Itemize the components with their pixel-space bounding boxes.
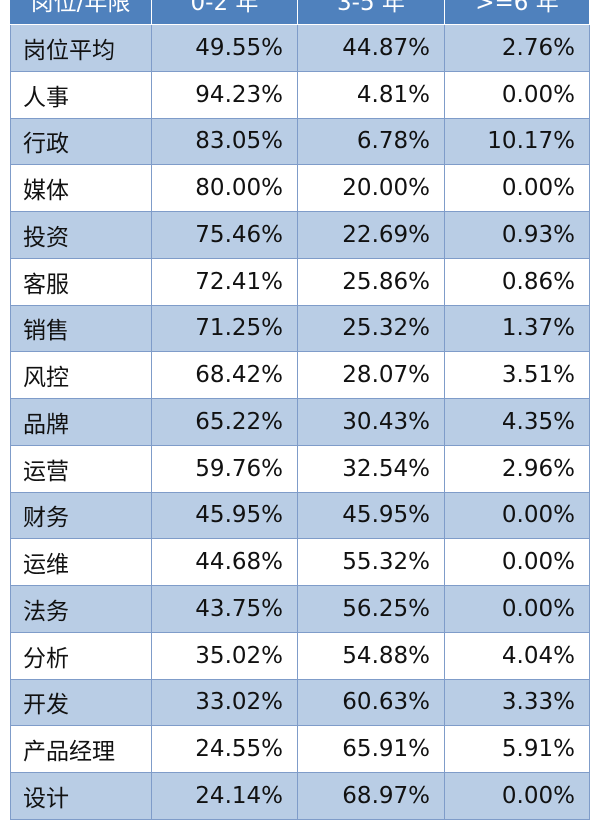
value-cell: 49.55% [152,25,298,72]
value-cell: 56.25% [298,586,445,633]
value-cell: 0.00% [445,539,590,586]
role-cell: 岗位平均 [10,25,152,72]
value-cell: 24.55% [152,726,298,773]
value-cell: 68.97% [298,773,445,820]
value-cell: 45.95% [152,492,298,540]
value-cell: 4.35% [445,399,590,446]
value-cell: 60.63% [298,679,445,727]
value-cell: 54.88% [298,632,445,680]
value-cell: 20.00% [298,165,445,212]
role-cell: 开发 [10,679,152,727]
page: 岗位/年限 0-2 年 3-5 年 >=6 年岗位平均 49.55% 44.87% 2.76… [10,0,590,820]
role-cell: 产品经理 [10,726,152,773]
value-cell: 44.87% [298,25,445,72]
value-cell: 65.22% [152,399,298,446]
value-cell: 33.02% [152,679,298,727]
value-cell: 5.91% [445,726,590,773]
value-cell: 1.37% [445,305,590,353]
role-cell: 投资 [10,212,152,259]
value-cell: 59.76% [152,445,298,493]
value-cell: 10.17% [445,118,590,166]
value-cell: 80.00% [152,165,298,212]
header-cell: 3-5 年 [298,0,445,25]
header-cell: 0-2 年 [152,0,298,25]
role-cell: 设计 [10,773,152,820]
header-cell: >=6 年 [445,0,590,25]
value-cell: 0.86% [445,258,590,306]
value-cell: 68.42% [152,352,298,399]
value-cell: 94.23% [152,71,298,119]
value-cell: 45.95% [298,492,445,540]
value-cell: 30.43% [298,399,445,446]
role-cell: 分析 [10,632,152,680]
value-cell: 24.14% [152,773,298,820]
value-cell: 0.93% [445,212,590,259]
value-cell: 0.00% [445,773,590,820]
value-cell: 71.25% [152,305,298,353]
value-cell: 6.78% [298,118,445,166]
value-cell: 55.32% [298,539,445,586]
role-cell: 财务 [10,492,152,540]
value-cell: 44.68% [152,539,298,586]
value-cell: 0.00% [445,165,590,212]
role-cell: 运维 [10,539,152,586]
value-cell: 83.05% [152,118,298,166]
value-cell: 4.04% [445,632,590,680]
value-cell: 3.33% [445,679,590,727]
value-cell: 32.54% [298,445,445,493]
value-cell: 43.75% [152,586,298,633]
value-cell: 4.81% [298,71,445,119]
value-cell: 3.51% [445,352,590,399]
role-cell: 人事 [10,71,152,119]
value-cell: 25.32% [298,305,445,353]
role-cell: 法务 [10,586,152,633]
role-cell: 品牌 [10,399,152,446]
role-cell: 媒体 [10,165,152,212]
value-cell: 35.02% [152,632,298,680]
value-cell: 75.46% [152,212,298,259]
role-cell: 风控 [10,352,152,399]
value-cell: 2.96% [445,445,590,493]
role-cell: 行政 [10,118,152,166]
value-cell: 0.00% [445,492,590,540]
role-cell: 客服 [10,258,152,306]
value-cell: 0.00% [445,71,590,119]
value-cell: 0.00% [445,586,590,633]
value-cell: 72.41% [152,258,298,306]
role-cell: 运营 [10,445,152,493]
value-cell: 28.07% [298,352,445,399]
value-cell: 65.91% [298,726,445,773]
value-cell: 25.86% [298,258,445,306]
header-cell: 岗位/年限 [10,0,152,25]
value-cell: 22.69% [298,212,445,259]
value-cell: 2.76% [445,25,590,72]
role-cell: 销售 [10,305,152,353]
